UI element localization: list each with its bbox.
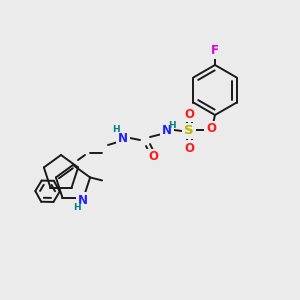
Text: F: F <box>211 44 219 58</box>
Text: H: H <box>168 121 176 130</box>
Text: O: O <box>148 151 158 164</box>
Text: O: O <box>184 142 194 154</box>
Text: S: S <box>184 124 194 137</box>
Text: N: N <box>78 194 88 207</box>
Text: O: O <box>184 107 194 121</box>
Text: N: N <box>118 131 128 145</box>
Text: N: N <box>162 124 172 137</box>
Text: H: H <box>112 125 120 134</box>
Text: O: O <box>206 122 216 136</box>
Text: H: H <box>73 203 80 212</box>
